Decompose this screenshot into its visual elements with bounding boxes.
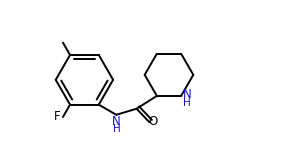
Text: H: H — [183, 98, 191, 108]
Text: N: N — [112, 115, 121, 128]
Text: N: N — [183, 88, 192, 101]
Text: F: F — [54, 111, 60, 123]
Text: H: H — [113, 124, 121, 133]
Text: O: O — [149, 115, 158, 128]
